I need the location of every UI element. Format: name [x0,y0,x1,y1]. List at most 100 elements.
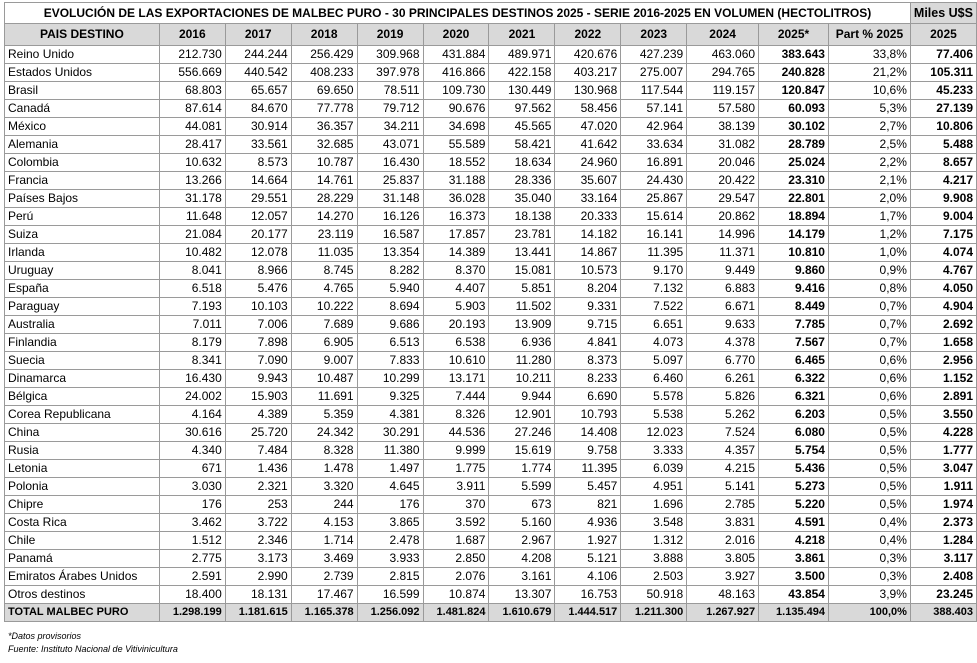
cell: 5.160 [488,513,556,532]
country: Corea Republicana [4,405,160,424]
data-row: Colombia 10.632 8.573 10.787 16.430 18.552 18.… [4,153,977,172]
country: Otros destinos [4,585,160,604]
cell: 11.691 [290,387,358,406]
cell: 18.400 [158,585,226,604]
cell: 7.898 [224,333,292,352]
cell: 1.774 [488,459,556,478]
cell: 5.578 [620,387,688,406]
cell: 23.119 [290,225,358,244]
cell: 9.325 [356,387,424,406]
cell: 4.050 [909,279,977,298]
country: Costa Rica [4,513,160,532]
cell: 15.614 [620,207,688,226]
cell: 68.803 [158,81,226,100]
cell: 1.436 [224,459,292,478]
data-row: Costa Rica 3.462 3.722 4.153 3.865 3.592 5.160… [4,513,977,532]
cell: 5.476 [224,279,292,298]
cell: 1.927 [554,531,622,550]
cell: 13.266 [158,171,226,190]
cell: 16.753 [554,585,622,604]
cell: 8.694 [356,297,424,316]
cell: 420.676 [554,45,622,64]
total-label: TOTAL MALBEC PURO [4,603,160,622]
cell: 5.273 [758,477,829,496]
cell: 0,5% [827,495,911,514]
column-header: 2023 [620,23,688,46]
cell: 8.745 [290,261,358,280]
country: Reino Unido [4,45,160,64]
cell: 8.373 [554,351,622,370]
country: Canadá [4,99,160,118]
cell: 130.449 [488,81,556,100]
cell: 3.592 [422,513,490,532]
cell: 7.175 [909,225,977,244]
cell: 44.536 [422,423,490,442]
country: Panamá [4,549,160,568]
country: Bélgica [4,387,160,406]
cell: 50.918 [620,585,688,604]
cell: 5.121 [554,549,622,568]
cell: 440.542 [224,63,292,82]
cell: 5.359 [290,405,358,424]
cell: 253 [224,495,292,514]
cell: 0,6% [827,369,911,388]
cell: 57.141 [620,99,688,118]
cell: 25.867 [620,189,688,208]
title-row: EVOLUCIÓN DE LAS EXPORTACIONES DE MALBEC… [4,2,977,24]
cell: 10.487 [290,369,358,388]
cell: 8.341 [158,351,226,370]
cell: 6.039 [620,459,688,478]
cell: 84.670 [224,99,292,118]
cell: 2.850 [422,549,490,568]
data-row: Brasil 68.803 65.657 69.650 78.511 109.730 130… [4,81,977,100]
country: Francia [4,171,160,190]
cell: 30.914 [224,117,292,136]
cell: 3.831 [686,513,760,532]
cell: 9.715 [554,315,622,334]
cell: 23.245 [909,585,977,604]
cell: 2,0% [827,189,911,208]
cell: 3.722 [224,513,292,532]
cell: 13.909 [488,315,556,334]
cell: 2.076 [422,567,490,586]
cell: 10.810 [758,243,829,262]
cell: 5.754 [758,441,829,460]
cell: 7.522 [620,297,688,316]
cell: 0,6% [827,351,911,370]
cell: 6.460 [620,369,688,388]
cell: 1.312 [620,531,688,550]
cell: 383.643 [758,45,829,64]
cell: 58.456 [554,99,622,118]
cell: 35.040 [488,189,556,208]
cell: 10.573 [554,261,622,280]
data-row: Uruguay 8.041 8.966 8.745 8.282 8.370 15.081 10… [4,261,977,280]
cell: 41.642 [554,135,622,154]
cell: 31.082 [686,135,760,154]
cell: 24.430 [620,171,688,190]
cell: 30.291 [356,423,424,442]
data-row: Canadá 87.614 84.670 77.778 79.712 90.676 97.5… [4,99,977,118]
cell: 7.011 [158,315,226,334]
cell: 16.430 [158,369,226,388]
cell: 1.696 [620,495,688,514]
cell: 3.320 [290,477,358,496]
cell: 8.326 [422,405,490,424]
cell: 79.712 [356,99,424,118]
cell: 3.462 [158,513,226,532]
cell: 28.789 [758,135,829,154]
cell: 20.046 [686,153,760,172]
country: Uruguay [4,261,160,280]
cell: 16.373 [422,207,490,226]
cell: 13.354 [356,243,424,262]
cell: 2.321 [224,477,292,496]
cell: 28.336 [488,171,556,190]
cell: 1.974 [909,495,977,514]
cell: 9.908 [909,189,977,208]
cell: 16.126 [356,207,424,226]
country: Rusia [4,441,160,460]
data-row: Dinamarca 16.430 9.943 10.487 10.299 13.171 10… [4,369,977,388]
cell: 244 [290,495,358,514]
total-cell: 1.135.494 [758,603,829,622]
cell: 45.233 [909,81,977,100]
cell: 1,0% [827,243,911,262]
